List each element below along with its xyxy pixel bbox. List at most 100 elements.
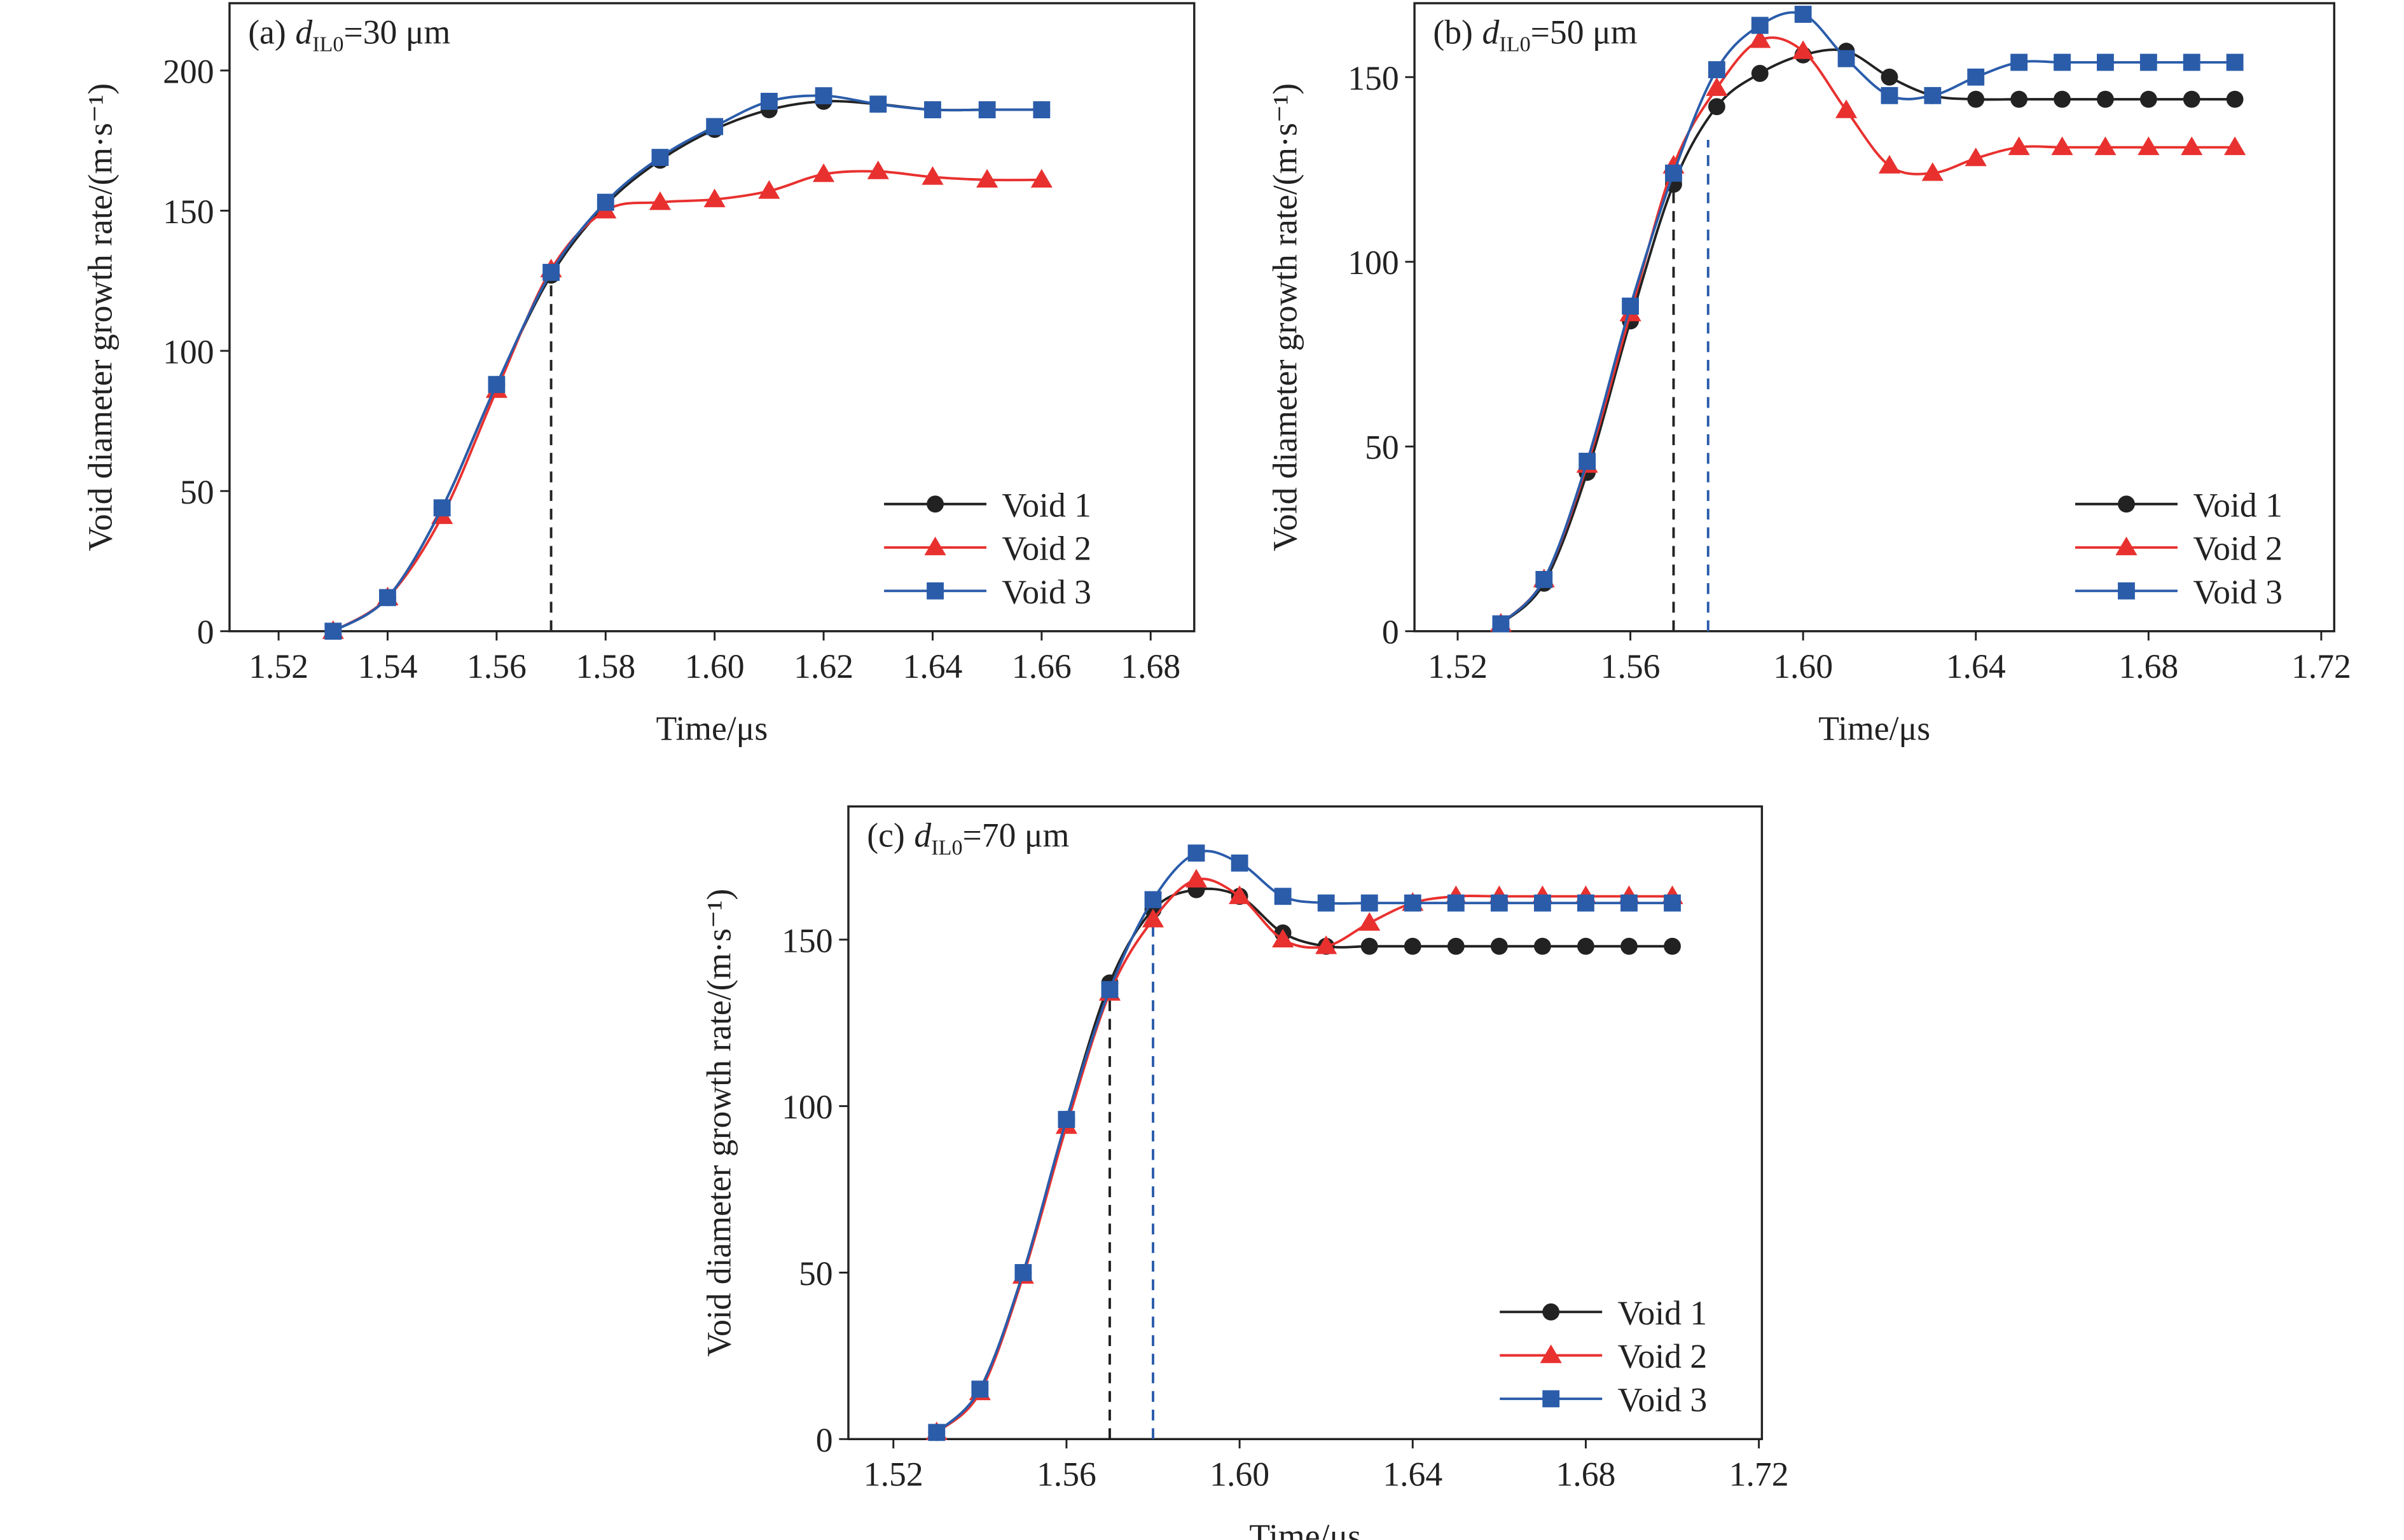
marker	[1577, 894, 1594, 912]
series-line	[332, 170, 1042, 633]
marker	[649, 191, 672, 210]
marker	[1837, 50, 1855, 67]
x-tick-label: 1.58	[576, 647, 635, 685]
x-tick-label: 1.64	[1383, 1455, 1442, 1493]
title-symbol: d	[295, 13, 312, 51]
title-suffix: =30 μm	[343, 13, 450, 51]
marker	[1144, 891, 1162, 909]
marker	[1542, 1303, 1560, 1321]
marker	[1881, 68, 1898, 86]
marker	[2097, 53, 2114, 71]
y-tick-label: 100	[163, 333, 214, 371]
x-tick-label: 1.60	[1210, 1455, 1269, 1493]
x-tick-label: 1.68	[1121, 647, 1180, 685]
title-prefix: (b)	[1433, 13, 1473, 51]
marker	[597, 193, 614, 211]
y-tick-label: 150	[1348, 59, 1399, 97]
panel-title: (c) dIL0=70 μm	[867, 816, 1069, 860]
marker	[867, 160, 889, 179]
marker	[760, 92, 778, 110]
marker	[2181, 136, 2203, 155]
y-tick-label: 150	[782, 921, 832, 959]
marker	[1751, 65, 1769, 82]
marker	[1540, 1344, 1562, 1363]
marker	[1751, 17, 1769, 34]
y-axis-label: Void diameter growth rate/(m·s⁻¹)	[81, 83, 120, 551]
marker	[2094, 136, 2117, 155]
y-axis-label: Void diameter growth rate/(m·s⁻¹)	[700, 889, 738, 1357]
marker	[1792, 40, 1814, 59]
marker	[978, 101, 996, 119]
marker	[1708, 98, 1725, 116]
legend-label: Void 1	[1002, 486, 1091, 524]
marker	[1014, 1264, 1032, 1281]
legend-entry: Void 3	[1500, 1380, 1707, 1419]
marker	[924, 536, 946, 556]
legend-entry: Void 2	[1500, 1337, 1707, 1375]
marker	[928, 1424, 946, 1441]
marker	[927, 582, 944, 600]
marker	[1229, 885, 1251, 904]
marker	[2054, 53, 2071, 71]
y-tick-label: 100	[1348, 244, 1399, 282]
marker	[869, 95, 887, 113]
legend-label: Void 2	[1618, 1337, 1708, 1375]
x-axis-label: Time/μs	[1818, 709, 1930, 747]
x-tick-label: 1.54	[358, 647, 418, 685]
marker	[1664, 937, 1681, 955]
x-tick-label: 1.72	[1729, 1455, 1789, 1493]
title-subscript: IL0	[931, 836, 962, 860]
marker	[1360, 937, 1378, 955]
marker	[1542, 1390, 1560, 1408]
legend-entry: Void 2	[2075, 530, 2283, 568]
marker	[1490, 937, 1508, 955]
y-tick-label: 50	[1365, 429, 1399, 467]
x-tick-label: 1.60	[685, 647, 745, 685]
x-tick-label: 1.68	[1556, 1455, 1615, 1493]
x-tick-label: 1.56	[1601, 647, 1661, 685]
x-tick-label: 1.68	[2118, 647, 2178, 685]
legend-label: Void 2	[1002, 530, 1091, 568]
marker	[1404, 894, 1421, 912]
marker	[703, 188, 726, 207]
marker	[1706, 77, 1728, 96]
plot-frame	[1413, 2, 2335, 633]
marker	[1101, 980, 1119, 998]
legend-entry: Void 3	[2075, 573, 2283, 611]
marker	[758, 180, 780, 199]
marker	[2118, 582, 2135, 600]
marker	[2008, 136, 2030, 155]
marker	[2010, 90, 2028, 108]
marker	[1921, 162, 1944, 181]
marker	[1030, 168, 1053, 188]
x-axis-label: Time/μs	[1249, 1517, 1361, 1540]
marker	[2010, 53, 2028, 71]
marker	[2097, 90, 2114, 108]
marker	[1533, 894, 1551, 912]
legend-label: Void 2	[2193, 530, 2283, 568]
title-symbol: d	[914, 816, 931, 855]
marker	[1835, 99, 1858, 118]
marker	[706, 118, 724, 135]
marker	[542, 263, 560, 281]
marker	[976, 168, 998, 188]
x-tick-label: 1.56	[1037, 1455, 1096, 1493]
marker	[1620, 937, 1638, 955]
marker	[1535, 570, 1553, 588]
series-line	[936, 849, 1673, 1434]
y-tick-label: 50	[180, 473, 214, 511]
marker	[1274, 888, 1292, 905]
marker	[1360, 894, 1378, 912]
y-tick-label: 200	[163, 52, 214, 90]
marker	[922, 166, 944, 185]
title-subscript: IL0	[1499, 33, 1530, 57]
series-line	[1500, 11, 2235, 625]
marker	[1447, 894, 1465, 912]
marker	[1881, 86, 1898, 104]
marker	[1878, 155, 1901, 174]
legend-entry: Void 1	[2075, 486, 2283, 524]
title-subscript: IL0	[312, 33, 343, 57]
marker	[1317, 894, 1335, 912]
panel-title: (b) dIL0=50 μm	[1433, 13, 1637, 56]
